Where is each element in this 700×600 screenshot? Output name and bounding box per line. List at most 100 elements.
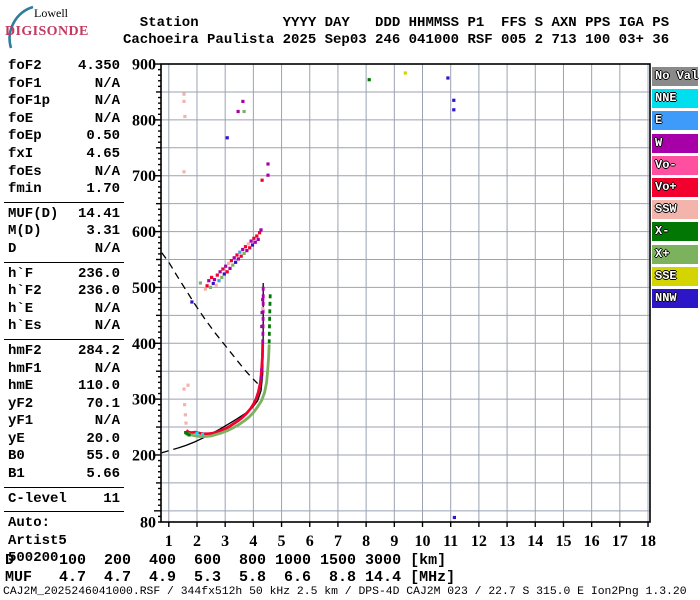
param-value: 4.65 xyxy=(86,145,120,162)
param-label: C-level xyxy=(8,490,67,507)
legend-item-NNE: NNE xyxy=(652,89,698,109)
param-row-D: D N/A xyxy=(8,241,120,259)
svg-text:17: 17 xyxy=(612,533,628,550)
param-row-hmF1: hmF1 N/A xyxy=(8,361,120,379)
param-value: 20.0 xyxy=(86,430,120,447)
svg-text:8: 8 xyxy=(362,533,370,550)
panel-separator xyxy=(4,486,124,488)
param-label: foF2 xyxy=(8,58,42,74)
param-label: yE xyxy=(8,430,25,447)
svg-text:1: 1 xyxy=(165,533,173,550)
legend-item-Vo-: Vo- xyxy=(652,155,698,175)
svg-text:16: 16 xyxy=(584,533,600,550)
digisonde-logo-arc-icon xyxy=(8,5,34,49)
param-row-h`E: h`E N/A xyxy=(8,301,120,319)
svg-text:2: 2 xyxy=(193,533,201,550)
param-label: D xyxy=(8,240,17,257)
param-value: N/A xyxy=(94,93,120,110)
param-value: 4.350 xyxy=(77,58,120,74)
param-row-yE: yE 20.0 xyxy=(8,431,120,449)
param-label: yF2 xyxy=(8,395,34,412)
svg-text:400: 400 xyxy=(132,336,156,353)
param-label: MUF(D) xyxy=(8,205,59,222)
param-row-foF2: foF2 4.350 xyxy=(8,58,120,76)
param-value: 236.0 xyxy=(77,283,120,300)
legend-item-X+: X+ xyxy=(652,244,698,264)
parameter-panel: foF2 4.350 foF1 N/A foF1p N/A foE N/A foEp 0.50 fx… xyxy=(4,58,124,568)
param-label: yF1 xyxy=(8,413,34,430)
param-value: 14.41 xyxy=(77,205,120,222)
svg-text:15: 15 xyxy=(555,533,571,550)
param-label: foF1 xyxy=(8,75,42,92)
param-row-foF1p: foF1p N/A xyxy=(8,93,120,111)
param-value: 110.0 xyxy=(77,378,120,395)
legend-item-NoVal: No Val xyxy=(652,67,698,86)
svg-text:13: 13 xyxy=(499,533,515,550)
param-row-foE: foE N/A xyxy=(8,111,120,129)
param-value: N/A xyxy=(94,413,120,430)
svg-text:900: 900 xyxy=(132,57,156,74)
param-value: 1.70 xyxy=(86,181,120,198)
panel-footer-line: Artist5 xyxy=(8,532,67,549)
panel-separator xyxy=(4,511,124,513)
svg-text:3: 3 xyxy=(221,533,229,550)
svg-text:600: 600 xyxy=(132,224,156,241)
param-label: hmF1 xyxy=(8,360,42,377)
param-value: N/A xyxy=(94,318,120,335)
param-value: 55.0 xyxy=(86,448,120,465)
param-value: 11 xyxy=(103,490,120,507)
svg-text:14: 14 xyxy=(527,533,543,550)
param-row-fxI: fxI 4.65 xyxy=(8,146,120,164)
param-row-C-level: C-level 11 xyxy=(8,491,120,509)
param-row-B0: B0 55.0 xyxy=(8,448,120,466)
param-label: B1 xyxy=(8,466,25,483)
logo-digisonde-text: DIGISONDE xyxy=(5,24,89,39)
param-row-foF1: foF1 N/A xyxy=(8,76,120,94)
svg-text:200: 200 xyxy=(132,447,156,464)
legend-item-Vo+: Vo+ xyxy=(652,177,698,197)
panel-footer-line: Auto: xyxy=(8,515,51,532)
param-row-MUF(D): MUF(D) 14.41 xyxy=(8,206,120,224)
param-row-B1: B1 5.66 xyxy=(8,466,120,484)
legend-item-NNW: NNW xyxy=(652,288,698,308)
param-label: h`F2 xyxy=(8,283,42,300)
param-row-h`F2: h`F2 236.0 xyxy=(8,283,120,301)
legend-item-SSW: SSW xyxy=(652,200,698,220)
param-label: B0 xyxy=(8,448,25,465)
param-row-h`F: h`F 236.0 xyxy=(8,266,120,284)
legend-item-E: E xyxy=(652,111,698,131)
param-row-M(D): M(D) 3.31 xyxy=(8,223,120,241)
param-label: fmin xyxy=(8,181,42,198)
svg-text:5: 5 xyxy=(278,533,286,550)
svg-text:12: 12 xyxy=(471,533,487,550)
param-row-foEs: foEs N/A xyxy=(8,164,120,182)
svg-text:500: 500 xyxy=(132,280,156,297)
param-label: fxI xyxy=(8,145,34,162)
svg-text:4: 4 xyxy=(249,533,257,550)
legend: No Val NNE E W Vo- Vo+ SSW X- X+ SSE NNW xyxy=(652,67,698,311)
param-value: 0.50 xyxy=(86,128,120,145)
param-row-h`Es: h`Es N/A xyxy=(8,318,120,336)
logo-lowell-text: Lowell xyxy=(34,6,68,20)
param-value: 70.1 xyxy=(86,395,120,412)
file-info-footer: CAJ2M_2025246041000.RSF / 344fx512h 50 k… xyxy=(3,586,687,598)
param-label: hmF2 xyxy=(8,342,42,359)
panel-footer-line: 500200 xyxy=(8,550,59,567)
svg-text:11: 11 xyxy=(443,533,458,550)
param-row-yF2: yF2 70.1 xyxy=(8,396,120,414)
svg-text:800: 800 xyxy=(132,112,156,129)
legend-item-W: W xyxy=(652,133,698,153)
param-label: h`F xyxy=(8,265,34,282)
svg-text:700: 700 xyxy=(132,168,156,185)
svg-text:300: 300 xyxy=(132,392,156,409)
param-row-fmin: fmin 1.70 xyxy=(8,181,120,199)
param-value: N/A xyxy=(94,110,120,127)
muf-distance-table: D 100 200 400 600 800 1000 1500 3000 [km… xyxy=(5,552,456,586)
svg-text:80: 80 xyxy=(140,515,156,532)
param-row-yF1: yF1 N/A xyxy=(8,413,120,431)
param-value: N/A xyxy=(94,163,120,180)
legend-item-X-: X- xyxy=(652,222,698,242)
svg-text:7: 7 xyxy=(334,533,342,550)
param-value: 5.66 xyxy=(86,466,120,483)
